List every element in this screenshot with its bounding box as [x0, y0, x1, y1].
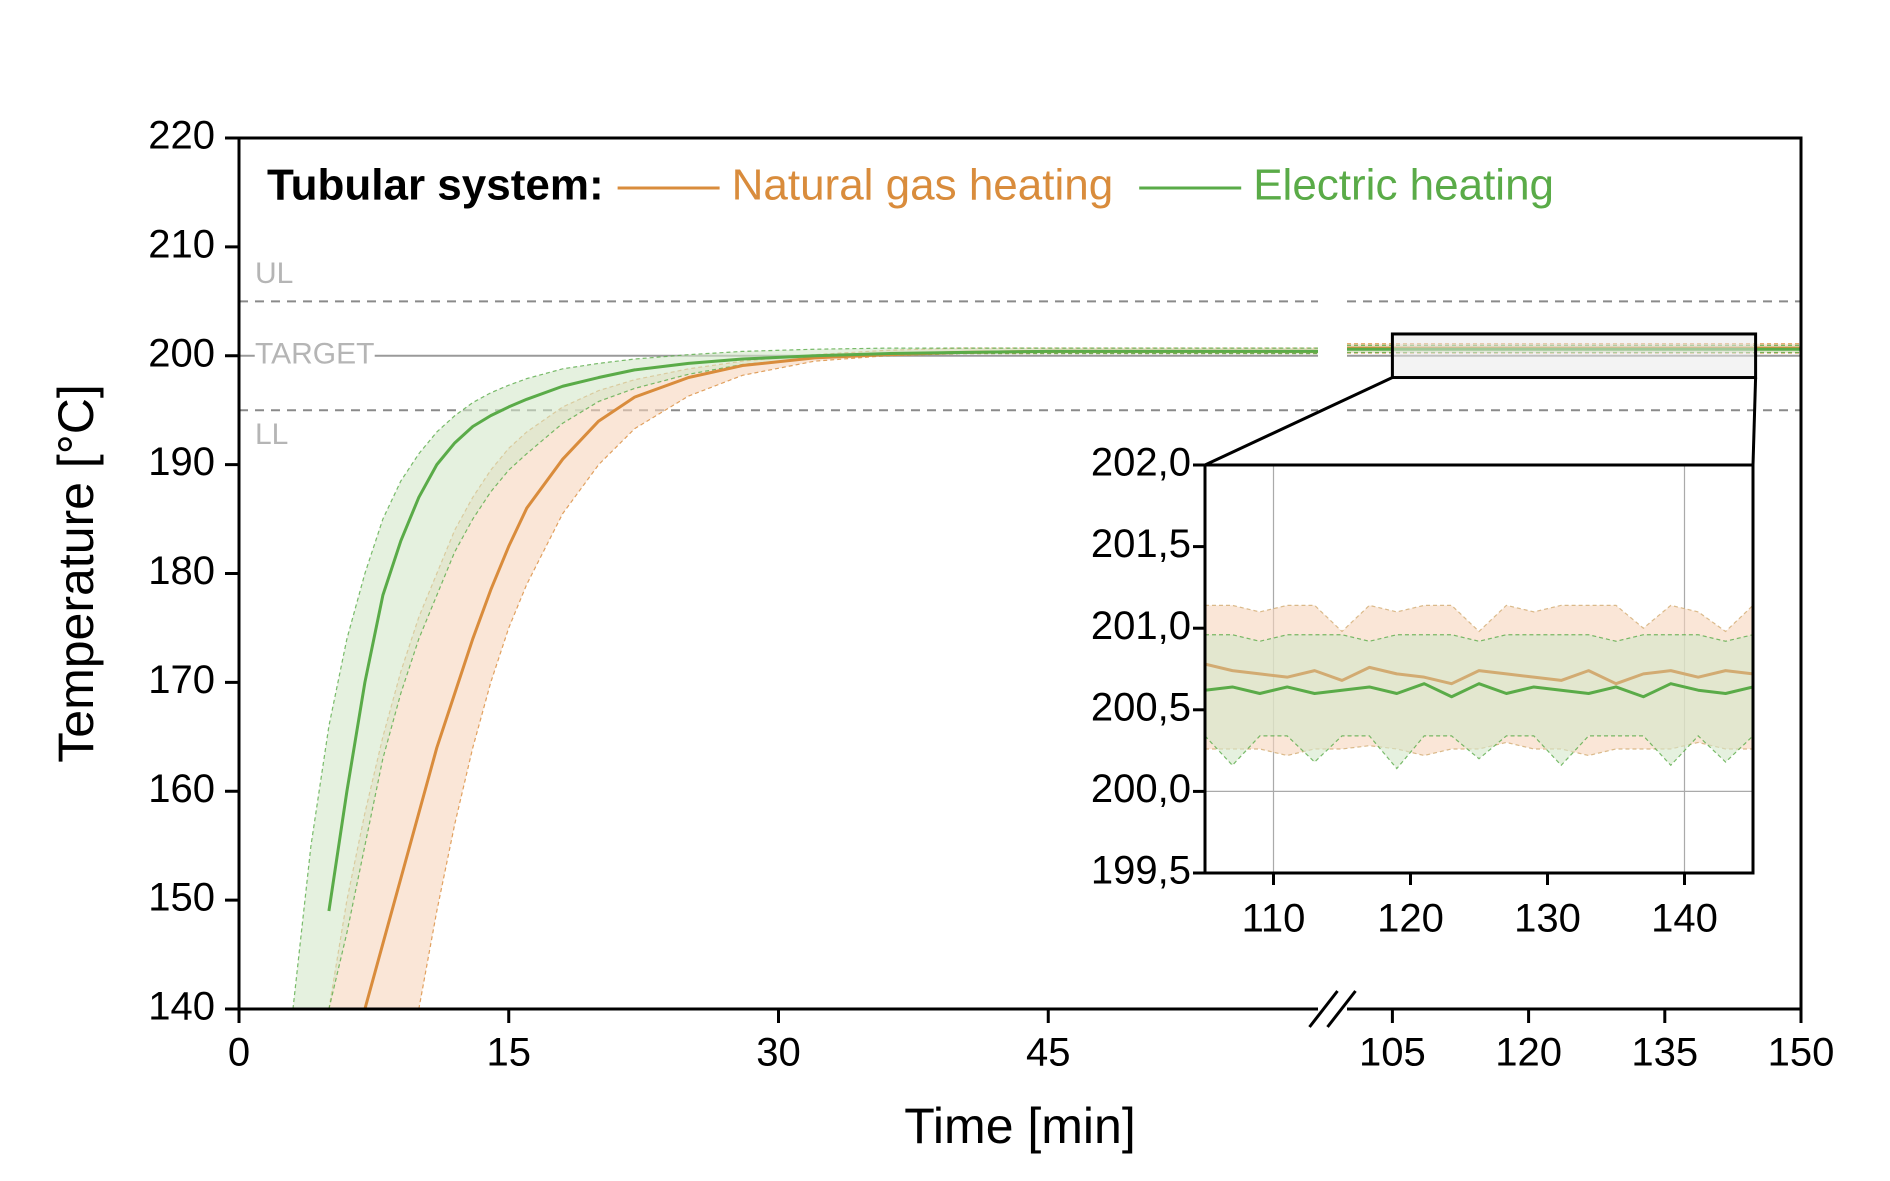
y-tick-label: 202,0	[1091, 441, 1191, 485]
axis-break	[1308, 990, 1339, 1028]
y-tick-label: 150	[148, 876, 215, 920]
y-tick-label: 140	[148, 985, 215, 1029]
x-tick-label: 105	[1359, 1031, 1426, 1075]
x-tick-label: 135	[1631, 1031, 1698, 1075]
y-tick-label: 200	[148, 331, 215, 375]
legend-title: Tubular system:	[267, 161, 604, 210]
y-tick-label: 200,0	[1091, 767, 1191, 811]
y-tick-label: 201,5	[1091, 522, 1191, 566]
y-tick-label: 201,0	[1091, 604, 1191, 648]
x-tick-label: 15	[487, 1031, 532, 1075]
x-tick-label: 150	[1768, 1031, 1835, 1075]
reference-label: TARGET	[255, 338, 374, 371]
x-tick-label: 120	[1377, 897, 1444, 941]
inset-frame	[1203, 463, 1755, 875]
inset-plot-area	[1205, 604, 1753, 770]
zoom-box	[1390, 332, 1758, 380]
y-axis-title: Temperature [°C]	[48, 384, 104, 762]
x-tick-label: 140	[1651, 897, 1718, 941]
y-tick-label: 170	[148, 658, 215, 702]
series-line	[1205, 682, 1753, 699]
y-tick-label: 210	[148, 222, 215, 266]
legend-label: Electric heating	[1253, 161, 1554, 210]
band-edge	[1205, 604, 1753, 633]
zoom-connector	[1751, 377, 1758, 466]
y-tick-label: 190	[148, 440, 215, 484]
y-tick-label: 180	[148, 549, 215, 593]
reference-label: LL	[255, 418, 288, 451]
y-tick-label: 160	[148, 767, 215, 811]
zoom-connector	[1204, 376, 1394, 467]
band-edge	[1205, 735, 1753, 770]
x-tick-label: 45	[1026, 1031, 1071, 1075]
x-tick-label: 130	[1514, 897, 1581, 941]
x-tick-label: 110	[1242, 897, 1306, 941]
x-tick-label: 30	[756, 1031, 801, 1075]
axis-break	[1326, 990, 1357, 1028]
legend-label: Natural gas heating	[732, 161, 1114, 210]
y-tick-label: 199,5	[1091, 849, 1191, 893]
reference-label: UL	[255, 257, 293, 290]
x-axis-title: Time [min]	[904, 1098, 1136, 1154]
y-tick-label: 220	[148, 114, 215, 158]
series-line	[1205, 662, 1753, 686]
x-tick-label: 120	[1495, 1031, 1562, 1075]
confidence-band	[1205, 634, 1753, 769]
band-edge	[1205, 634, 1753, 642]
x-tick-label: 0	[228, 1031, 250, 1075]
y-tick-label: 200,5	[1091, 685, 1191, 729]
